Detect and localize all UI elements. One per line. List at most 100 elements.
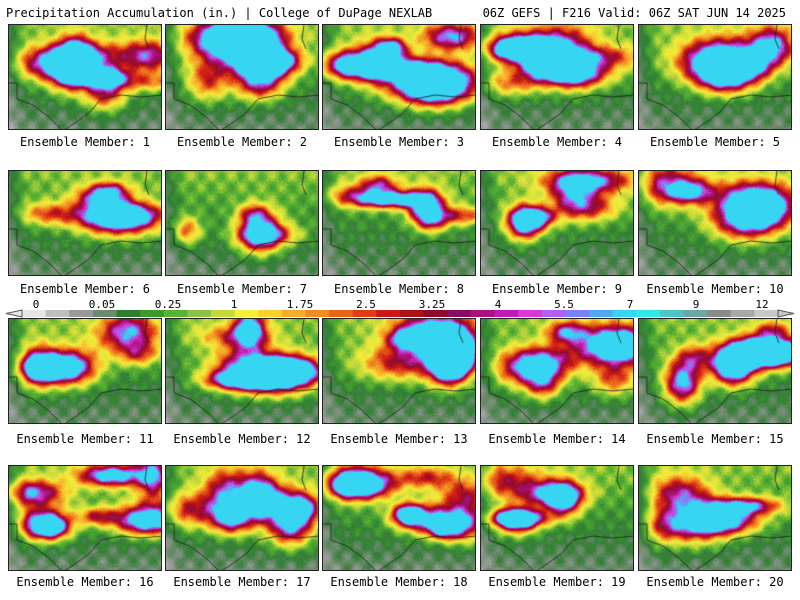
chart-title: Precipitation Accumulation (in.) | Colle…: [6, 6, 433, 20]
precip-field: [9, 466, 161, 570]
ensemble-member-map: [165, 465, 319, 571]
scale-swatch: [707, 310, 732, 317]
ensemble-member-map: [638, 24, 792, 130]
scale-swatch: [281, 310, 307, 317]
scale-swatch: [683, 310, 708, 317]
ensemble-member-map: [638, 170, 792, 276]
ensemble-member-map: [322, 170, 476, 276]
ensemble-member-map: [638, 318, 792, 424]
scale-label: 1: [230, 298, 238, 311]
scale-label: 0: [32, 298, 40, 311]
ensemble-member-map: [8, 465, 162, 571]
scale-swatch: [659, 310, 685, 317]
scale-swatch: [187, 310, 212, 317]
precip-field: [639, 466, 791, 570]
ensemble-member-label: Ensemble Member: 13: [330, 432, 468, 446]
scale-label: 9: [692, 298, 700, 311]
ensemble-member-map: [480, 465, 634, 571]
scale-label: 12: [755, 298, 769, 311]
precip-field: [639, 25, 791, 129]
precip-field: [481, 466, 633, 570]
scale-swatch: [565, 310, 590, 317]
ensemble-member-label: Ensemble Member: 7: [176, 282, 308, 296]
scale-swatch: [69, 310, 94, 317]
precip-field: [639, 319, 791, 423]
ensemble-member-map: [8, 170, 162, 276]
scale-swatch: [45, 310, 70, 317]
precip-field: [481, 171, 633, 275]
precip-field: [166, 319, 318, 423]
scale-swatch: [163, 310, 188, 317]
precip-field: [481, 319, 633, 423]
scale-label: 2.5: [356, 298, 376, 311]
ensemble-member-label: Ensemble Member: 10: [646, 282, 784, 296]
ensemble-member-map: [322, 465, 476, 571]
scale-swatch: [92, 310, 118, 317]
ensemble-member-map: [165, 318, 319, 424]
scale-swatch: [329, 310, 354, 317]
ensemble-member-label: Ensemble Member: 3: [333, 135, 465, 149]
ensemble-member-map: [8, 318, 162, 424]
precip-field: [323, 171, 475, 275]
scale-label: 5.5: [554, 298, 574, 311]
scale-right-arrow: [777, 309, 794, 318]
ensemble-member-map: [322, 318, 476, 424]
scale-swatch: [612, 310, 637, 317]
ensemble-member-label: Ensemble Member: 4: [491, 135, 623, 149]
ensemble-member-map: [480, 170, 634, 276]
precip-field: [481, 25, 633, 129]
scale-swatch: [305, 310, 330, 317]
ensemble-member-label: Ensemble Member: 17: [173, 575, 311, 589]
scale-swatch: [140, 310, 165, 317]
precip-field: [9, 319, 161, 423]
scale-swatch: [258, 310, 283, 317]
precip-field: [166, 25, 318, 129]
scale-swatch: [494, 310, 519, 317]
ensemble-member-label: Ensemble Member: 16: [16, 575, 154, 589]
ensemble-member-map: [322, 24, 476, 130]
scale-label: 3.25: [418, 298, 446, 311]
scale-swatch: [423, 310, 448, 317]
ensemble-member-map: [480, 318, 634, 424]
ensemble-member-label: Ensemble Member: 14: [488, 432, 626, 446]
precip-field: [323, 319, 475, 423]
scale-left-arrow: [6, 309, 23, 318]
scale-swatch: [636, 310, 661, 317]
precip-field: [9, 171, 161, 275]
precip-field: [323, 25, 475, 129]
ensemble-member-label: Ensemble Member: 19: [488, 575, 626, 589]
ensemble-member-map: [8, 24, 162, 130]
ensemble-member-label: Ensemble Member: 8: [333, 282, 465, 296]
ensemble-member-label: Ensemble Member: 11: [16, 432, 154, 446]
scale-label: 1.75: [286, 298, 314, 311]
scale-swatch: [211, 310, 236, 317]
precip-field: [639, 171, 791, 275]
scale-label: 0.25: [154, 298, 182, 311]
ensemble-member-label: Ensemble Member: 2: [176, 135, 308, 149]
ensemble-member-map: [480, 24, 634, 130]
run-valid-time: 06Z GEFS | F216 Valid: 06Z SAT JUN 14 20…: [482, 6, 786, 20]
precip-field: [166, 466, 318, 570]
ensemble-member-label: Ensemble Member: 18: [330, 575, 468, 589]
scale-label: 4: [494, 298, 502, 311]
ensemble-member-label: Ensemble Member: 9: [491, 282, 623, 296]
scale-label: 7: [626, 298, 634, 311]
scale-swatch: [400, 310, 425, 317]
scale-swatch: [518, 310, 543, 317]
ensemble-member-label: Ensemble Member: 6: [19, 282, 151, 296]
precip-field: [166, 171, 318, 275]
scale-swatch: [470, 310, 496, 317]
scale-swatch: [754, 310, 779, 317]
ensemble-member-label: Ensemble Member: 5: [649, 135, 781, 149]
ensemble-member-label: Ensemble Member: 1: [19, 135, 151, 149]
ensemble-member-map: [165, 24, 319, 130]
scale-swatch: [447, 310, 472, 317]
precip-field: [323, 466, 475, 570]
ensemble-member-map: [165, 170, 319, 276]
ensemble-member-label: Ensemble Member: 20: [646, 575, 784, 589]
scale-label: 0.05: [88, 298, 116, 311]
scale-swatch: [116, 310, 141, 317]
scale-swatch: [376, 310, 401, 317]
scale-swatch: [22, 310, 47, 317]
ensemble-member-label: Ensemble Member: 15: [646, 432, 784, 446]
